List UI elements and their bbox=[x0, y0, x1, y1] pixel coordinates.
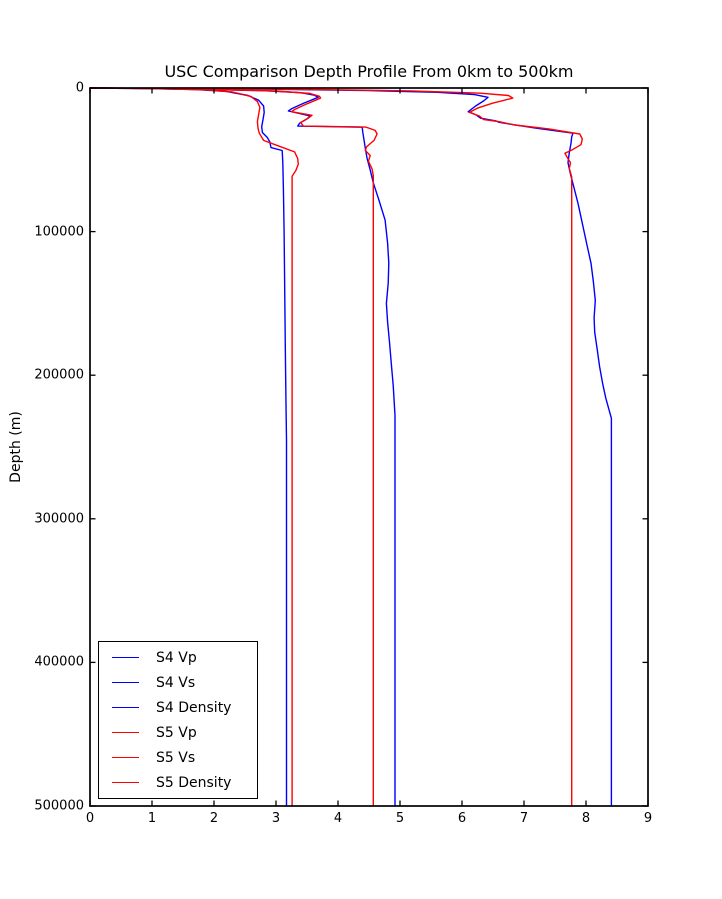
series-line-s5-vs bbox=[89, 87, 378, 806]
legend-entry: S5 Density bbox=[99, 770, 257, 795]
y-tick-label: 100000 bbox=[34, 224, 84, 240]
y-tick-label: 300000 bbox=[34, 511, 84, 527]
legend-line-sample bbox=[112, 732, 139, 733]
x-tick-label: 5 bbox=[395, 811, 405, 826]
legend-entry-label: S5 Density bbox=[156, 774, 232, 791]
legend-entry: S4 Vs bbox=[99, 670, 257, 695]
y-tick-label: 200000 bbox=[34, 367, 84, 383]
x-tick-label: 6 bbox=[457, 811, 467, 826]
legend-entry-label: S4 Vp bbox=[156, 649, 197, 666]
legend: S4 Vp S4 Vs S4 Density S5 Vp S5 Vs S5 Density bbox=[98, 641, 258, 799]
x-tick-label: 0 bbox=[85, 811, 95, 826]
legend-entry: S4 Density bbox=[99, 695, 257, 720]
series-line-s4-vp bbox=[89, 87, 613, 806]
legend-line-sample bbox=[112, 757, 139, 758]
legend-entry-label: S4 Density bbox=[156, 699, 232, 716]
x-tick-label: 7 bbox=[519, 811, 529, 826]
x-tick-label: 3 bbox=[271, 811, 281, 826]
x-tick-label: 2 bbox=[209, 811, 219, 826]
x-tick-label: 4 bbox=[333, 811, 343, 826]
legend-line-sample bbox=[112, 707, 139, 708]
axes-spines bbox=[89, 87, 649, 807]
series-line-s5-vp bbox=[89, 87, 583, 806]
legend-entry: S5 Vp bbox=[99, 720, 257, 745]
x-tick-label: 1 bbox=[147, 811, 157, 826]
legend-entry-label: S4 Vs bbox=[156, 674, 196, 691]
y-tick-label: 500000 bbox=[34, 798, 84, 814]
legend-entry-label: S5 Vp bbox=[156, 724, 197, 741]
legend-entry-label: S5 Vs bbox=[156, 749, 196, 766]
legend-line-sample bbox=[112, 782, 139, 783]
y-axis-label: Depth (m) bbox=[8, 411, 24, 483]
legend-line-sample bbox=[112, 657, 139, 658]
legend-entry: S5 Vs bbox=[99, 745, 257, 770]
y-tick-label: 400000 bbox=[34, 654, 84, 670]
legend-line-sample bbox=[112, 682, 139, 683]
x-tick-label: 8 bbox=[581, 811, 591, 826]
y-tick-label: 0 bbox=[75, 80, 84, 96]
x-tick-label: 9 bbox=[643, 811, 653, 826]
legend-entry: S4 Vp bbox=[99, 645, 257, 670]
series-line-s5-density bbox=[89, 87, 299, 806]
chart-title: USC Comparison Depth Profile From 0km to… bbox=[164, 62, 574, 81]
